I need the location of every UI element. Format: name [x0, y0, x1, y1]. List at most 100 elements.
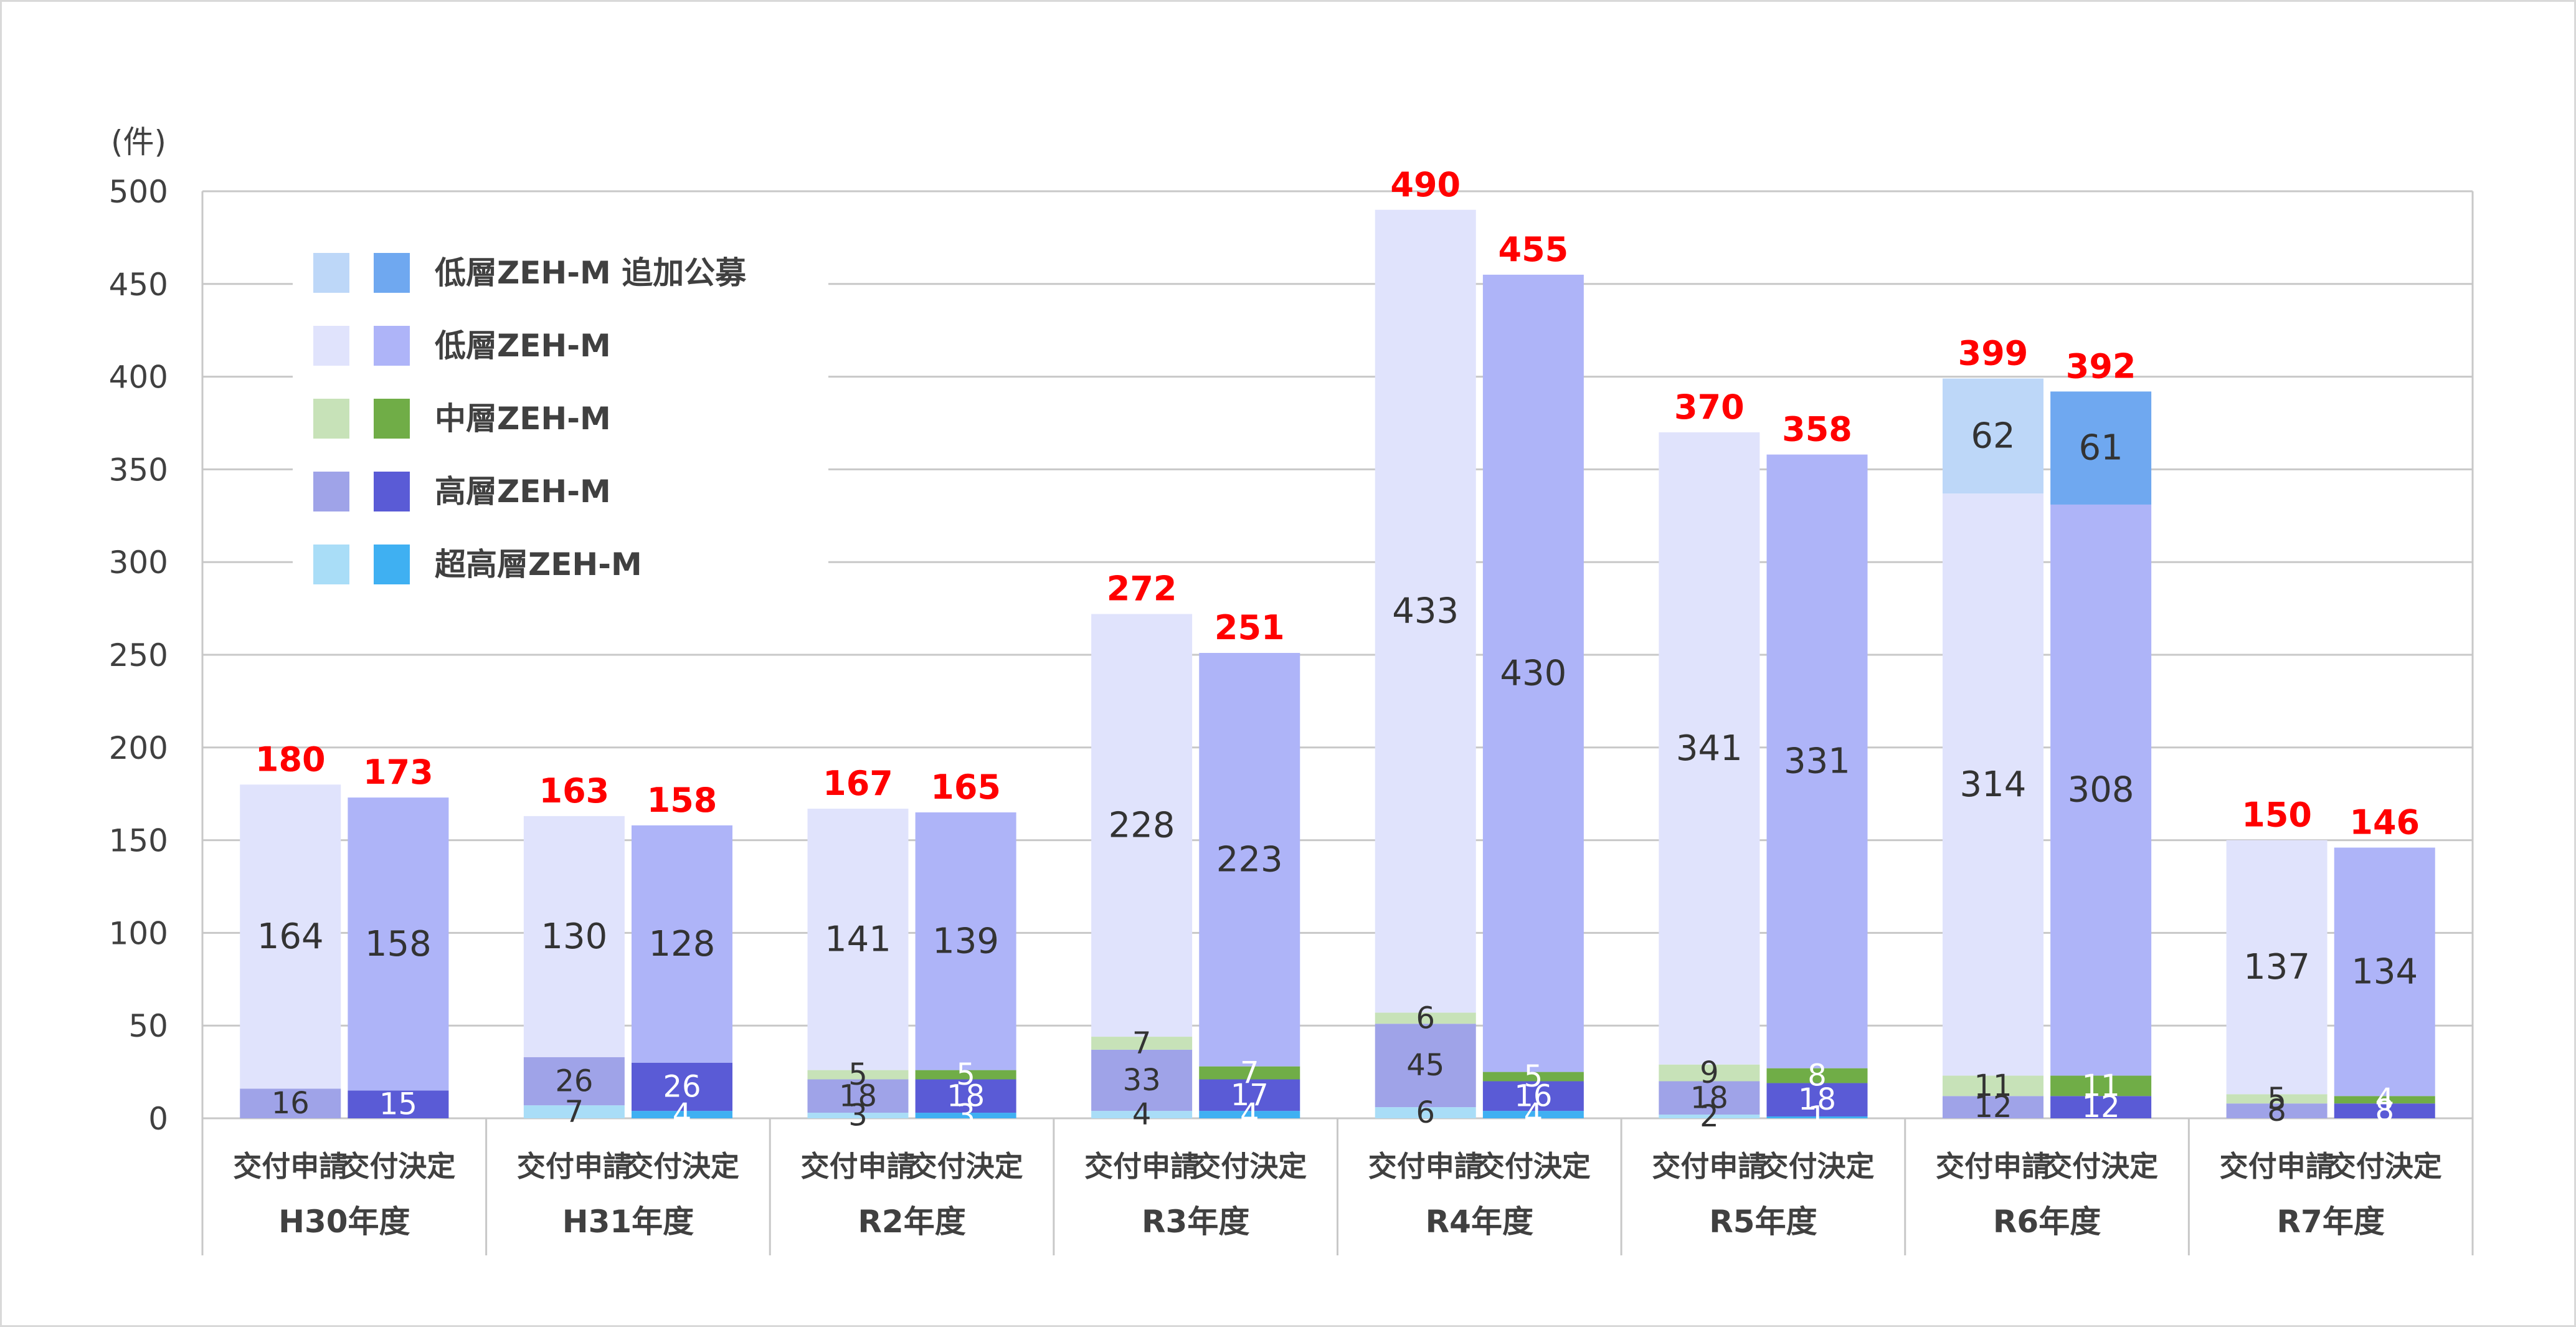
- segment-value-label: 18: [839, 1078, 877, 1113]
- segment-value-label: 5: [2267, 1082, 2286, 1116]
- x-group-label: H31年度: [562, 1204, 694, 1240]
- x-bar-type-label: 交付決定: [1192, 1149, 1307, 1183]
- y-tick-label: 0: [148, 1101, 168, 1137]
- legend-label: 超高層ZEH-M: [435, 546, 642, 583]
- x-group-label: R2年度: [858, 1204, 965, 1240]
- segment-value-label: 5: [956, 1057, 975, 1092]
- bar-segment: [2226, 1094, 2327, 1104]
- bar-total-label: 173: [363, 753, 433, 792]
- segment-value-label: 141: [825, 919, 891, 959]
- segment-value-label: 26: [555, 1063, 593, 1098]
- bar-segment: [240, 784, 341, 1089]
- bar-segment: [1766, 1083, 1868, 1117]
- bar-total-label: 399: [1958, 334, 2029, 373]
- x-bar-type-label: 交付申請: [1652, 1149, 1766, 1183]
- segment-value-label: 4: [1132, 1097, 1152, 1132]
- bar-segment: [1375, 1107, 1476, 1118]
- bar-segment: [807, 809, 909, 1070]
- bar-segment: [2050, 1096, 2152, 1118]
- y-tick-label: 400: [109, 359, 168, 396]
- segment-value-label: 62: [1971, 416, 2015, 456]
- bar-segment: [632, 825, 733, 1063]
- x-bar-type-label: 交付決定: [1760, 1149, 1875, 1183]
- legend-label: 低層ZEH-M: [435, 328, 611, 364]
- segment-value-label: 18: [1690, 1080, 1728, 1115]
- y-tick-label: 250: [109, 637, 168, 673]
- bar-total-label: 150: [2242, 796, 2312, 835]
- x-bar-type-label: 交付決定: [625, 1149, 739, 1183]
- bar-segment: [1375, 209, 1476, 1013]
- segment-value-label: 4: [1524, 1097, 1543, 1132]
- x-bar-type-label: 交付申請: [1936, 1149, 2050, 1183]
- segment-value-label: 1: [1807, 1100, 1827, 1135]
- segment-value-label: 5: [848, 1057, 868, 1092]
- x-group-label: R7年度: [2277, 1204, 2385, 1240]
- x-bar-type-label: 交付決定: [2043, 1149, 2158, 1183]
- segment-value-label: 7: [1132, 1025, 1152, 1060]
- bar-total-label: 272: [1107, 569, 1177, 609]
- segment-value-label: 8: [2267, 1093, 2286, 1128]
- legend-swatch-application: [313, 253, 349, 293]
- bar-segment: [807, 1079, 909, 1113]
- x-bar-type-label: 交付申請: [1368, 1149, 1483, 1183]
- y-tick-label: 450: [109, 267, 168, 303]
- bar-segment: [915, 812, 1016, 1070]
- segment-value-label: 4: [673, 1097, 692, 1132]
- segment-value-label: 164: [257, 916, 324, 957]
- bar-total-label: 180: [255, 740, 326, 779]
- legend-swatch-decision: [374, 472, 410, 511]
- y-tick-label: 150: [109, 823, 168, 859]
- bar-segment: [1942, 1075, 2043, 1096]
- segment-value-label: 2: [1700, 1099, 1719, 1134]
- segment-value-label: 137: [2243, 947, 2310, 987]
- segment-value-label: 134: [2351, 951, 2418, 992]
- segment-value-label: 3: [848, 1098, 868, 1133]
- bar-segment: [915, 1070, 1016, 1080]
- segment-value-label: 18: [947, 1078, 985, 1113]
- x-bar-type-label: 交付申請: [800, 1149, 915, 1183]
- y-tick-label: 350: [109, 452, 168, 488]
- segment-value-label: 16: [1514, 1078, 1552, 1113]
- x-group-label: R6年度: [1993, 1204, 2101, 1240]
- x-bar-type-label: 交付決定: [2327, 1149, 2442, 1183]
- segment-value-label: 12: [2082, 1090, 2120, 1125]
- bar-segment: [1375, 1012, 1476, 1024]
- x-group-label: R3年度: [1142, 1204, 1249, 1240]
- segment-value-label: 314: [1960, 764, 2027, 805]
- bar-segment: [348, 1090, 449, 1118]
- bar-segment: [2334, 1096, 2435, 1104]
- x-bar-type-label: 交付申請: [517, 1149, 632, 1183]
- x-bar-type-label: 交付決定: [909, 1149, 1023, 1183]
- y-tick-label: 100: [109, 915, 168, 951]
- y-tick-label: 200: [109, 730, 168, 766]
- segment-value-label: 18: [1798, 1082, 1836, 1117]
- bar-segment: [523, 816, 625, 1057]
- bar-segment: [1482, 274, 1584, 1072]
- bar-segment: [348, 797, 449, 1091]
- bar-segment: [1482, 1081, 1584, 1111]
- bar-segment: [1375, 1024, 1476, 1108]
- legend-swatch-application: [313, 472, 349, 511]
- bar-segment: [1091, 1037, 1193, 1050]
- segment-value-label: 33: [1123, 1063, 1161, 1098]
- bar-segment: [1482, 1072, 1584, 1082]
- legend-swatch-decision: [374, 253, 410, 293]
- segment-value-label: 15: [379, 1087, 417, 1122]
- bar-segment: [807, 1113, 909, 1118]
- bar-segment: [1091, 1111, 1193, 1118]
- segment-value-label: 6: [1416, 1001, 1435, 1035]
- segment-value-label: 9: [1700, 1055, 1719, 1090]
- bars: [240, 209, 2435, 1118]
- segment-value-label: 8: [1807, 1058, 1827, 1093]
- bar-segment: [523, 1057, 625, 1106]
- bar-segment: [1199, 1066, 1300, 1080]
- legend-label: 中層ZEH-M: [435, 401, 611, 437]
- bar-segment: [1942, 1096, 2043, 1118]
- bar-total-label: 146: [2349, 803, 2420, 842]
- bar-segment: [1766, 1068, 1868, 1083]
- bar-total-label: 358: [1782, 410, 1852, 449]
- bar-total-label: 251: [1215, 608, 1285, 647]
- x-bar-type-label: 交付申請: [233, 1149, 348, 1183]
